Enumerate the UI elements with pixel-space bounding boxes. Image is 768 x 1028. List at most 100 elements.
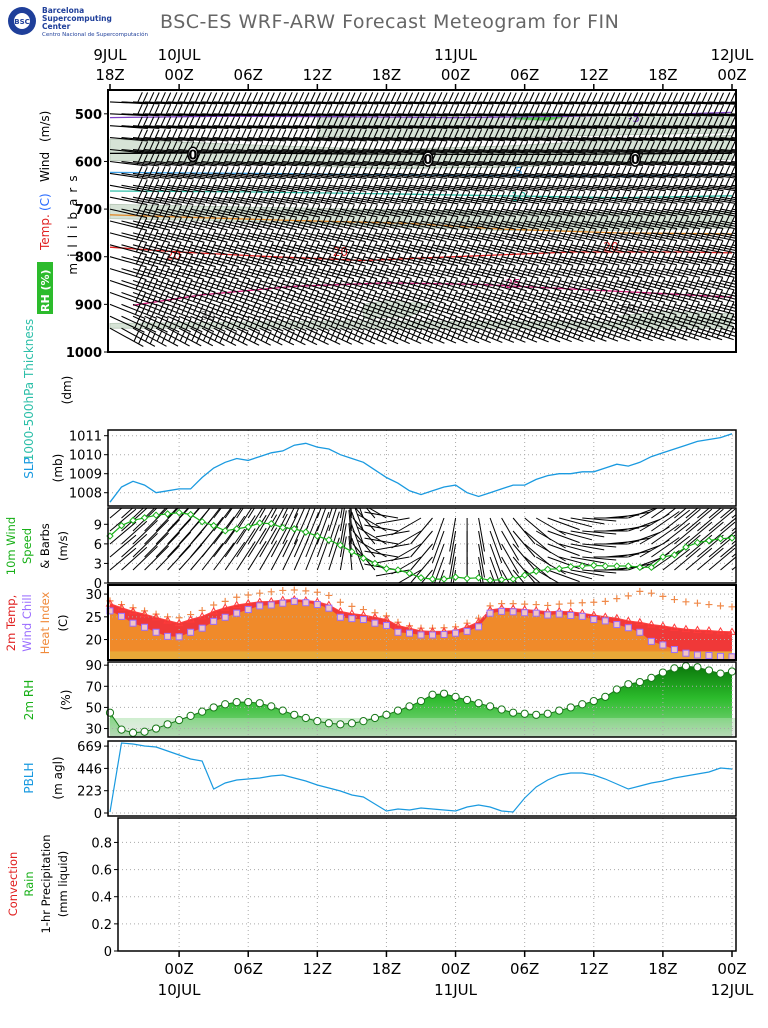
temp2m-marker bbox=[612, 613, 622, 622]
wind10m-barb bbox=[708, 508, 722, 519]
upper-wind-barb bbox=[144, 303, 181, 319]
wind10m-barb bbox=[547, 517, 580, 531]
upper-wind-barb bbox=[271, 104, 310, 117]
heat-index-marker bbox=[371, 609, 379, 617]
wind-chill-marker bbox=[152, 628, 160, 636]
upper-wind-barb bbox=[536, 313, 573, 329]
heat-index-marker bbox=[647, 589, 655, 597]
upper-wind-barb bbox=[109, 92, 149, 105]
wind10m-tick-label: 3 bbox=[94, 557, 102, 572]
rh2m-marker bbox=[497, 705, 506, 714]
wind10m-barb bbox=[651, 511, 680, 532]
wind10m-barb bbox=[697, 521, 724, 545]
wind-chill-marker bbox=[509, 608, 517, 616]
wind10m-barb bbox=[132, 520, 158, 545]
upper-wind-barb bbox=[501, 239, 540, 254]
wind10m-barb bbox=[155, 532, 181, 558]
rh2m-marker bbox=[267, 702, 276, 711]
upper-wind-barb bbox=[731, 172, 736, 175]
upper-wind-barb bbox=[409, 314, 446, 331]
wind10m-tick-label: 9 bbox=[94, 518, 102, 533]
upper-wind-barb bbox=[167, 315, 204, 333]
wind-chill-marker bbox=[613, 621, 621, 629]
upper-wind-barb bbox=[132, 303, 169, 319]
wind10m-barb bbox=[397, 569, 422, 583]
upper-wind-barb bbox=[271, 216, 309, 231]
wind-chill-marker bbox=[544, 611, 552, 619]
upper-wind-barb bbox=[121, 203, 159, 219]
upper-wind-barb bbox=[328, 302, 366, 318]
wind10m-barb bbox=[449, 517, 457, 552]
rh2m-marker bbox=[278, 706, 287, 715]
wind-chill-marker bbox=[475, 623, 483, 631]
upper-wind-barb bbox=[305, 289, 343, 305]
upper-wind-barb bbox=[225, 153, 264, 167]
wind-chill-marker bbox=[302, 599, 310, 607]
rh2m-marker bbox=[175, 715, 184, 725]
wind10m-barb bbox=[121, 520, 148, 545]
upper-wind-barb bbox=[236, 153, 275, 167]
upper-wind-barb bbox=[397, 314, 435, 331]
precip-grid bbox=[118, 818, 736, 952]
upper-wind-barb bbox=[328, 289, 366, 305]
upper-wind-barb bbox=[731, 256, 736, 259]
upper-wind-barb bbox=[340, 92, 379, 105]
wind10m-speed-marker bbox=[590, 561, 598, 570]
temperature-contour-label: -5 bbox=[628, 111, 640, 125]
temp2m-marker bbox=[174, 618, 184, 627]
upper-wind-barb bbox=[282, 315, 319, 332]
upper-wind-barb bbox=[466, 227, 505, 242]
upper-wind-barb bbox=[536, 326, 573, 343]
upper-wind-barb bbox=[536, 239, 574, 254]
rh2m-units: (%) bbox=[59, 690, 73, 711]
upper-wind-barb bbox=[109, 103, 149, 117]
upper-wind-barb bbox=[455, 104, 494, 117]
upper-wind-barb bbox=[190, 103, 229, 117]
wind10m-barb bbox=[431, 543, 445, 577]
rh2m-tick-label: 70 bbox=[85, 680, 102, 695]
upper-wind-barb bbox=[708, 232, 736, 239]
upper-wind-barb bbox=[178, 277, 216, 293]
wind10m-speed-marker bbox=[325, 536, 333, 544]
upper-wind-barb bbox=[248, 92, 287, 105]
upper-wind-barb bbox=[109, 178, 148, 193]
upper-wind-barb bbox=[708, 244, 736, 252]
freezing-level-mark bbox=[187, 146, 199, 163]
wind10m-barb bbox=[121, 508, 134, 519]
rh2m-marker bbox=[198, 707, 207, 716]
upper-wind-barb bbox=[455, 239, 493, 255]
wind-chill-marker bbox=[336, 613, 344, 621]
rh2m-marker bbox=[474, 699, 483, 708]
wind10m-barb bbox=[662, 508, 677, 519]
heat-index-marker bbox=[728, 603, 736, 611]
time-tick-label-top-hour: 00Z bbox=[717, 66, 746, 84]
pblh-tick-label: 446 bbox=[77, 762, 102, 777]
thickness-units: (dm) bbox=[60, 376, 74, 405]
rh2m-marker bbox=[186, 711, 195, 720]
wind-chill-marker bbox=[705, 651, 713, 659]
upper-wind-barb bbox=[317, 153, 356, 167]
wind10m-barb bbox=[247, 540, 267, 571]
heat-index-marker bbox=[313, 588, 321, 596]
upper-wind-barb bbox=[374, 314, 411, 331]
heat-index-marker bbox=[256, 589, 264, 597]
upper-wind-barb bbox=[363, 215, 401, 231]
rh2m-marker bbox=[647, 673, 656, 682]
wind10m-barb bbox=[559, 543, 593, 554]
upper-wind-barb bbox=[443, 104, 483, 117]
temp2m-tick-label: 25 bbox=[85, 611, 102, 626]
wind10m-barb bbox=[282, 539, 299, 571]
wind10m-barb bbox=[236, 541, 256, 571]
pblh-tick-label: 223 bbox=[77, 785, 102, 800]
wind10m-speed-marker bbox=[693, 538, 702, 547]
rh2m-markers bbox=[105, 662, 737, 737]
wind10m-speed-marker bbox=[474, 574, 483, 582]
upper-wind-barb bbox=[720, 113, 736, 116]
upper-wind-barb bbox=[559, 313, 596, 329]
upper-wind-barb bbox=[225, 302, 262, 319]
upper-wind-barb bbox=[351, 92, 391, 105]
heat-index-marker bbox=[325, 591, 333, 599]
rh2m-tick-label: 50 bbox=[85, 701, 102, 716]
wind10m-barb bbox=[674, 521, 701, 545]
